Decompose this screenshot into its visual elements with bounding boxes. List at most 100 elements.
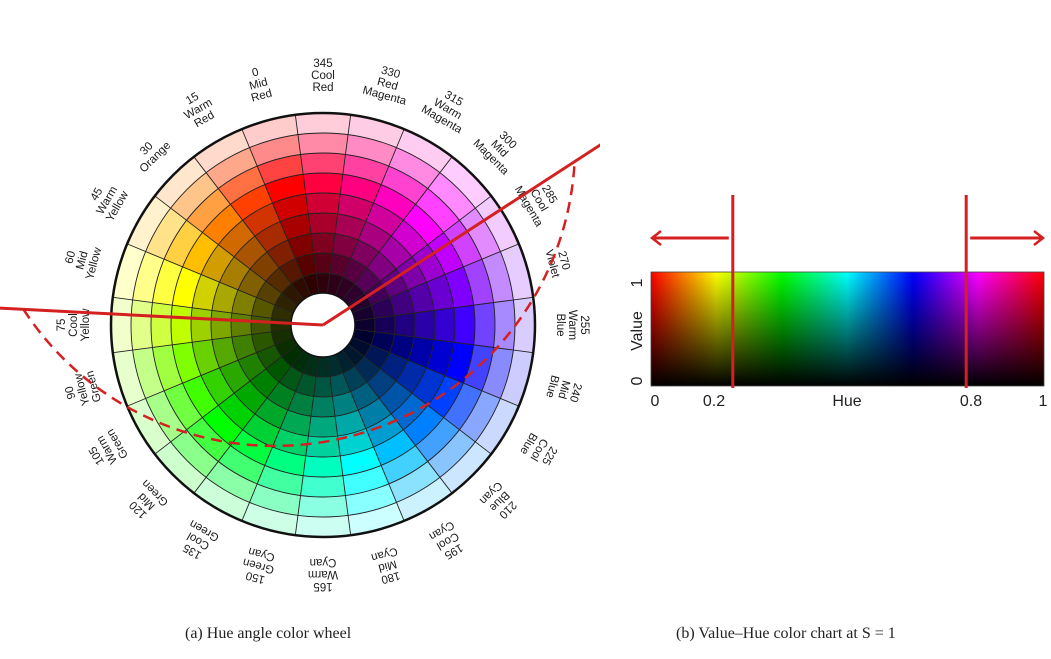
- wheel-cell: [335, 350, 355, 374]
- wheel-label-text: 270: [555, 250, 572, 272]
- wheel-label-text: 150: [245, 569, 267, 586]
- wheel-spoke-line: [193, 350, 304, 494]
- wheel-cell: [394, 312, 415, 338]
- wheel-cell: [345, 483, 397, 516]
- wheel-cell: [374, 315, 395, 335]
- wheel-cell: [218, 445, 265, 484]
- wheel-cell: [481, 251, 514, 303]
- wheel-cell: [219, 360, 251, 394]
- wheel-cell: [297, 133, 349, 155]
- wheel-cell: [439, 441, 492, 494]
- wheel-cell: [256, 281, 282, 306]
- wheel-cell: [211, 337, 239, 368]
- wheel-cell: [316, 273, 330, 294]
- wheel-cell: [426, 339, 454, 376]
- wheel-cell: [329, 373, 351, 397]
- wheel-cell: [190, 307, 212, 343]
- wheel-cell: [254, 221, 288, 253]
- wheel-cell: [295, 113, 351, 135]
- wheel-cell: [201, 367, 235, 406]
- wheel-cell: [145, 390, 187, 442]
- wheel-cell: [389, 334, 415, 361]
- wheel-cell: [206, 461, 258, 503]
- wheel-cell: [154, 156, 207, 209]
- wheel-spoke-line: [126, 336, 294, 407]
- wheel-label-text: Warm: [566, 310, 578, 340]
- wheel-cell: [279, 258, 304, 284]
- wheel-cell: [281, 283, 304, 306]
- wheel-spoke-line: [241, 354, 312, 522]
- wheel-cell: [388, 461, 440, 503]
- wheel-cell: [303, 273, 319, 296]
- wheel-cell: [407, 282, 435, 313]
- wheel-label-text: 75: [56, 319, 68, 332]
- arrow-left-head: [649, 230, 662, 246]
- wheel-cell: [186, 417, 231, 462]
- wheel-ring-line: [210, 212, 436, 438]
- wheel-cell: [342, 283, 365, 306]
- wheel-label-text: Red: [376, 76, 399, 93]
- y-tick-1: 1: [629, 278, 646, 287]
- wheel-cell: [131, 299, 153, 351]
- wheel-label-text: Blue: [543, 374, 561, 399]
- wheel-cell: [379, 381, 412, 414]
- wheel-spoke-line: [352, 243, 520, 314]
- wheel-cell: [335, 276, 355, 300]
- wheel-label-text: Cyan: [310, 556, 337, 568]
- wheel-cell: [427, 429, 476, 478]
- wheel-cell: [415, 417, 460, 462]
- wheel-cell: [271, 329, 294, 345]
- wheel-cell: [300, 153, 346, 175]
- arrow-right-head: [1033, 230, 1046, 246]
- wheel-label-text: 60: [63, 250, 78, 265]
- wheel-cell: [303, 173, 343, 195]
- wheel-spoke-line: [326, 356, 352, 536]
- wheel-cell: [211, 310, 232, 340]
- wheel-spoke-line: [112, 296, 292, 322]
- wheel-ring-line: [270, 272, 376, 378]
- wheel-cell: [364, 344, 390, 369]
- wheel-cell: [427, 232, 464, 275]
- wheel-cell: [219, 256, 251, 290]
- wheel-cell: [352, 329, 375, 345]
- wheel-cell: [434, 307, 455, 343]
- wheel-cell: [295, 253, 317, 277]
- wheel-cell: [241, 502, 298, 536]
- wheel-cell: [279, 366, 304, 392]
- wheel-cell: [411, 244, 445, 283]
- wheel-cell: [500, 350, 534, 407]
- wheel-cell: [193, 129, 250, 173]
- wheel-ring-line: [250, 252, 396, 398]
- wheel-outer-rim: [109, 111, 537, 539]
- wheel-cell: [411, 367, 445, 406]
- wheel-cell: [310, 396, 336, 417]
- wheel-label-text: Mid: [377, 557, 398, 573]
- caption-a: (a) Hue angle color wheel: [185, 625, 352, 642]
- wheel-cell: [308, 213, 338, 234]
- wheel-cell: [186, 188, 231, 233]
- wheel-spoke-line: [354, 296, 534, 322]
- wheel-cell: [206, 147, 258, 189]
- wheel-cell: [354, 318, 375, 332]
- wheel-cell: [381, 166, 428, 205]
- wheel-cell: [459, 390, 501, 442]
- wheel-spoke-line: [334, 354, 405, 522]
- wheel-cell: [287, 233, 314, 259]
- wheel-label-text: 345: [313, 58, 332, 70]
- wheel-cell: [426, 274, 454, 311]
- wheel-cell: [164, 220, 203, 267]
- wheel-cell: [415, 188, 460, 233]
- wheel-cell: [192, 339, 220, 376]
- wheel-cell: [396, 477, 453, 521]
- wheel-cell: [218, 393, 255, 430]
- wheel-cell: [310, 233, 336, 254]
- wheel-cell: [345, 134, 397, 167]
- x-axis-label: Hue: [832, 393, 861, 410]
- wheel-cell: [300, 475, 346, 497]
- wheel-cell: [303, 455, 343, 477]
- value-hue-chart: Value 1 0 0 0.2 Hue 0.8 1: [629, 195, 1048, 410]
- wheel-cell: [373, 184, 416, 221]
